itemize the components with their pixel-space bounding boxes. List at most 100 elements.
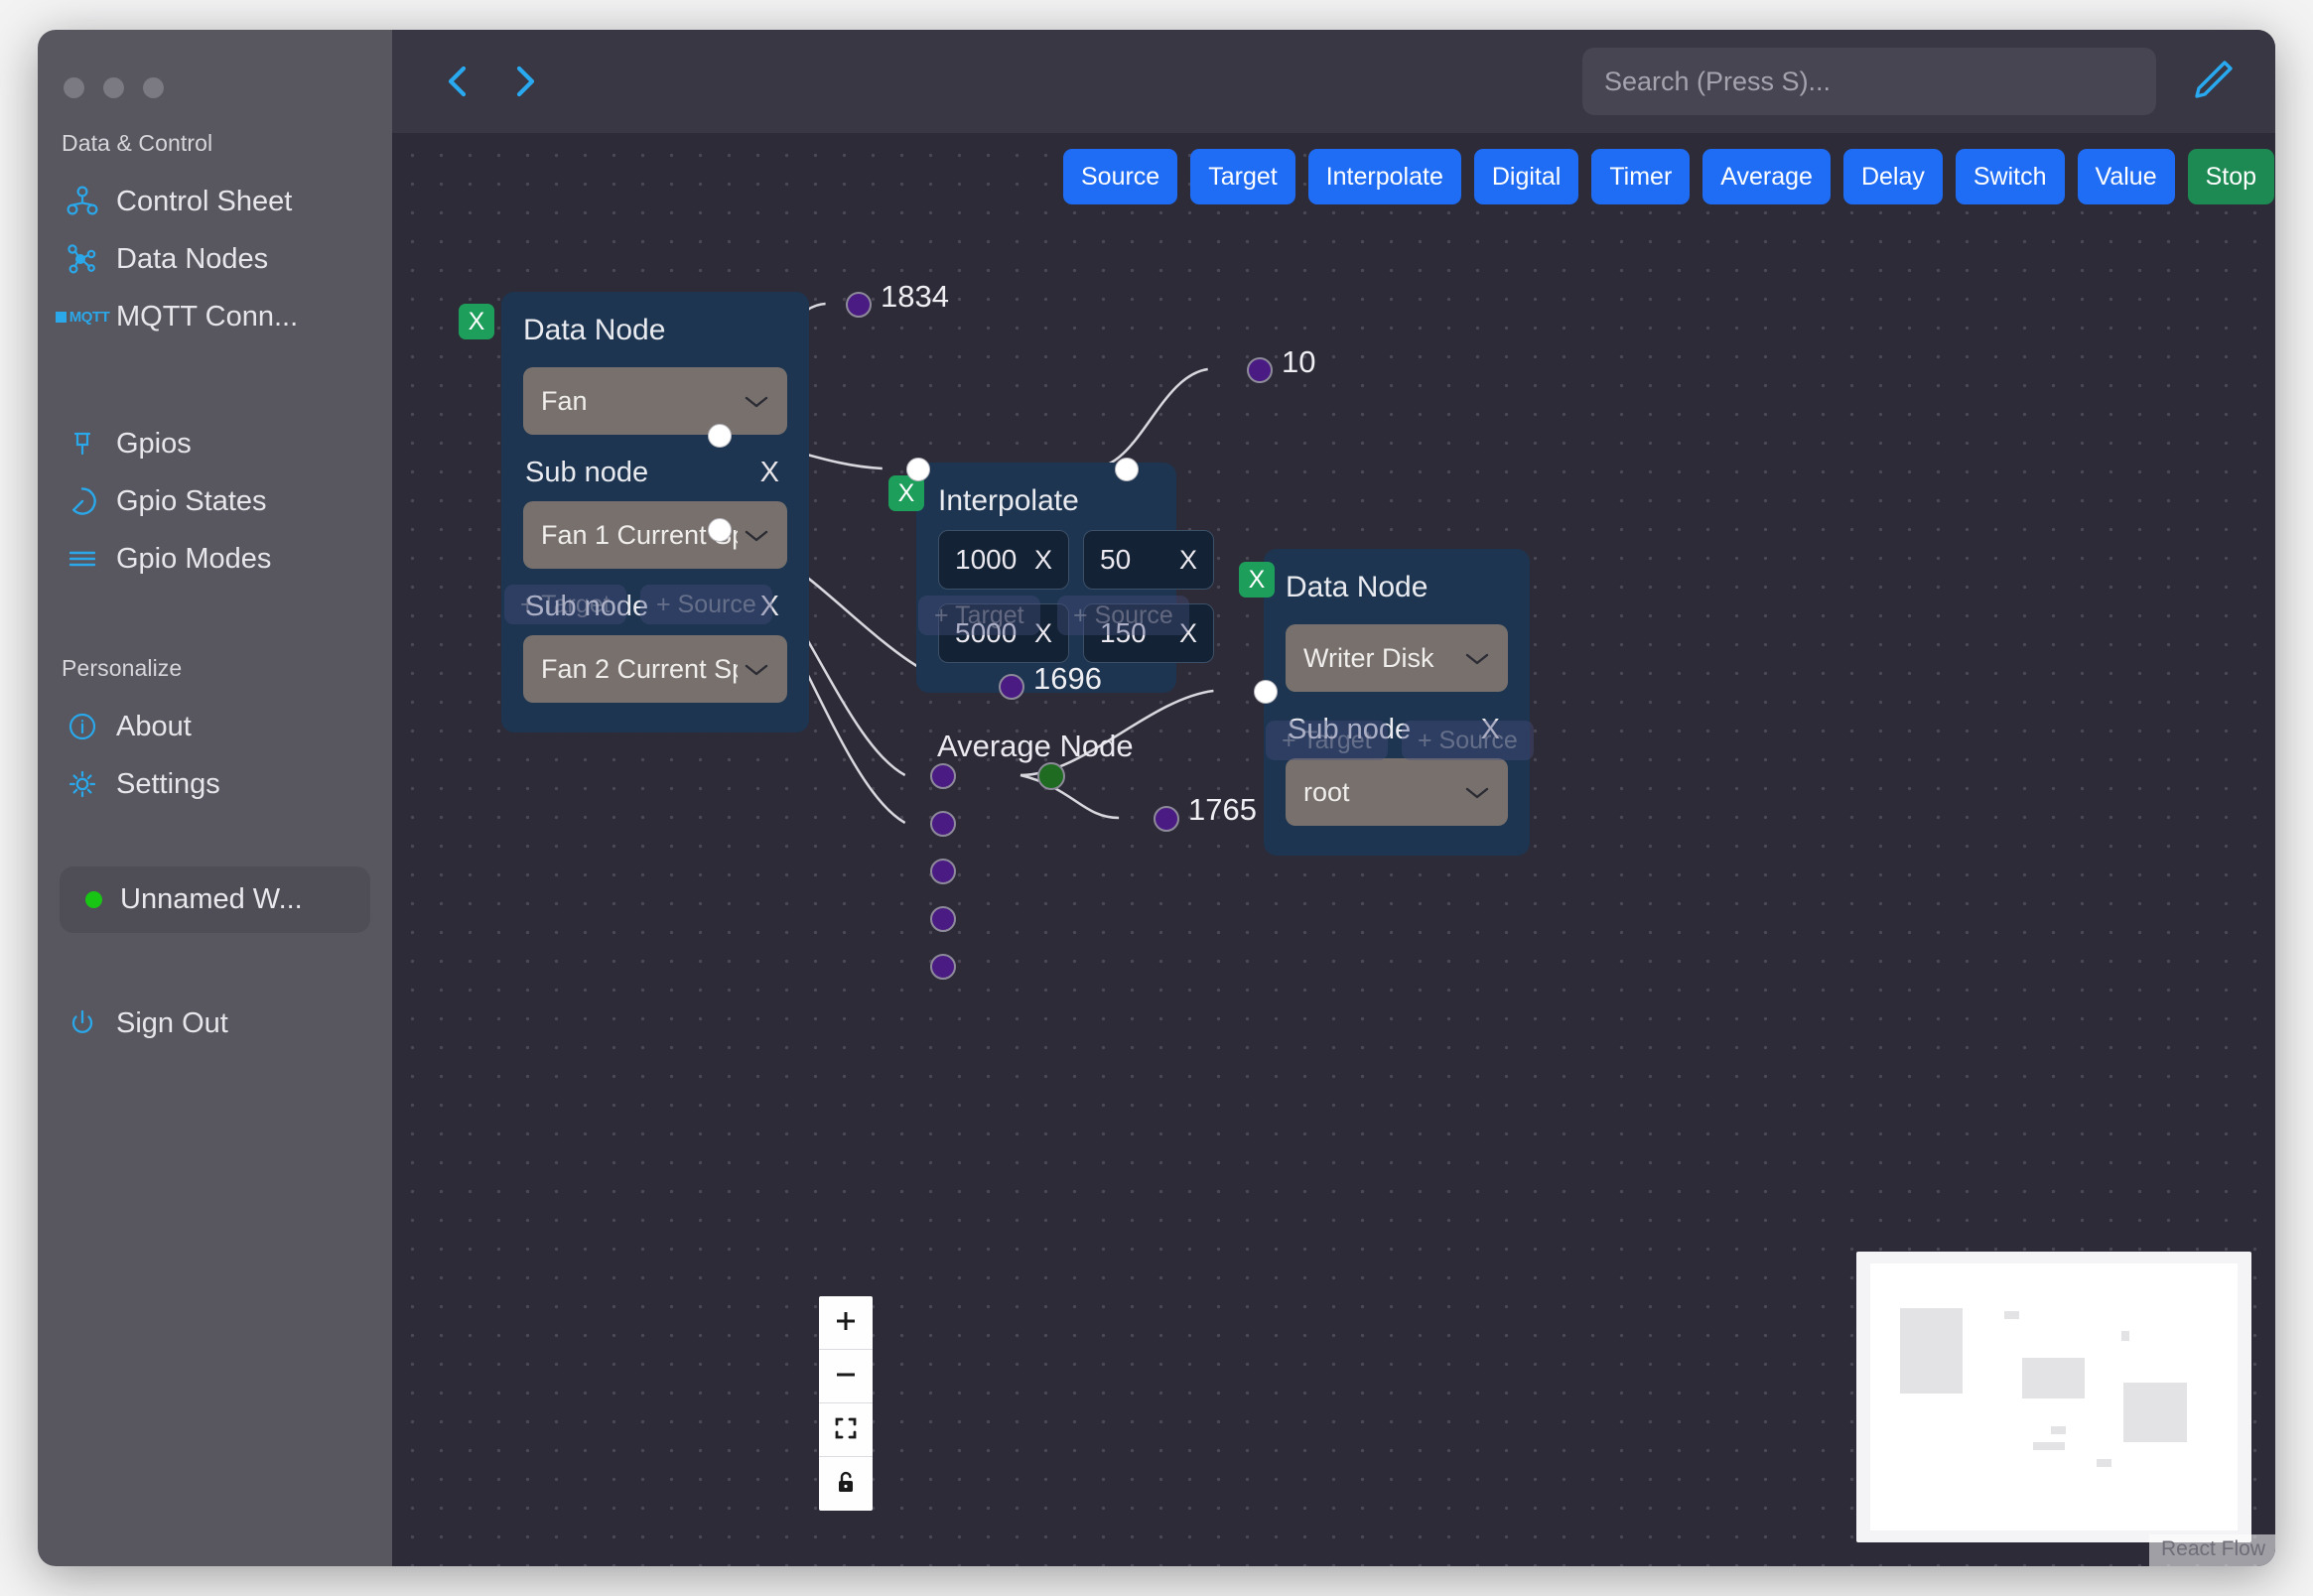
- source-handle-fan1[interactable]: [708, 424, 732, 448]
- minimap-viewport: [1870, 1264, 2238, 1530]
- device-select[interactable]: Fan: [523, 367, 787, 435]
- interpolate-output-value: 50: [1100, 544, 1132, 575]
- minimap[interactable]: [1856, 1252, 2251, 1542]
- sidebar-item-gpio-modes[interactable]: Gpio Modes: [38, 530, 392, 588]
- sidebar-item-label: Settings: [116, 767, 220, 800]
- remove-pair-button[interactable]: X: [1178, 617, 1197, 648]
- window-traffic-lights: [38, 30, 392, 98]
- remove-pair-button[interactable]: X: [1033, 617, 1052, 648]
- remove-pair-button[interactable]: X: [1033, 544, 1052, 575]
- chevron-right-icon[interactable]: [497, 55, 551, 108]
- search-input[interactable]: [1582, 48, 2156, 115]
- sidebar-item-gpios[interactable]: Gpios: [38, 415, 392, 472]
- sidebar-workspace-item[interactable]: Unnamed W...: [60, 866, 370, 933]
- add-target-button[interactable]: + Target: [918, 596, 1040, 635]
- minimap-node: [2051, 1426, 2066, 1434]
- subnode-select-1[interactable]: Fan 1 Current Spe: [523, 501, 787, 569]
- zoom-in-button[interactable]: [819, 1296, 873, 1350]
- subnode-label: Sub node: [525, 457, 649, 488]
- delete-node-badge[interactable]: X: [888, 475, 924, 511]
- average-input-handle-5[interactable]: [930, 954, 956, 980]
- edge-value-label: 10: [1282, 344, 1316, 379]
- pencil-icon[interactable]: [2182, 52, 2242, 111]
- edge-endpoint-handle[interactable]: [1247, 357, 1273, 383]
- data-node-writer-disk[interactable]: Data Node Writer Disk Sub node X root: [1264, 549, 1530, 856]
- add-value-node-button[interactable]: Value: [2077, 149, 2175, 204]
- react-flow-attribution[interactable]: React Flow: [2148, 1534, 2275, 1566]
- search-area: [1582, 48, 2242, 115]
- minimap-node: [2123, 1383, 2187, 1442]
- subnode-select-1[interactable]: root: [1286, 758, 1508, 826]
- chevron-down-icon: [744, 386, 769, 417]
- remove-subnode-button[interactable]: X: [1480, 714, 1500, 745]
- add-source-button[interactable]: + Source: [640, 585, 772, 624]
- remove-subnode-button[interactable]: X: [759, 457, 779, 488]
- node-network-icon: [66, 185, 99, 218]
- add-source-button[interactable]: + Source: [1057, 596, 1189, 635]
- subnode-select-2[interactable]: Fan 2 Current Spe: [523, 635, 787, 703]
- data-node-fan[interactable]: Data Node Fan Sub node X Fan 1 Current S…: [501, 292, 809, 732]
- device-select[interactable]: Writer Disk: [1286, 624, 1508, 692]
- add-interpolate-node-button[interactable]: Interpolate: [1307, 149, 1461, 204]
- average-input-handle-2[interactable]: [930, 811, 956, 837]
- sidebar-item-control-sheet[interactable]: Control Sheet: [38, 173, 392, 230]
- average-node-title: Average Node: [937, 729, 1134, 763]
- edge-endpoint-handle[interactable]: [1154, 806, 1179, 832]
- close-button[interactable]: [64, 77, 84, 98]
- average-output-handle[interactable]: [1037, 762, 1065, 790]
- sidebar-section-data-control: Data & Control: [62, 130, 213, 156]
- source-handle-interpolate[interactable]: [1115, 458, 1139, 481]
- interpolate-input-1[interactable]: 1000 X: [938, 530, 1069, 590]
- fit-view-button[interactable]: [819, 1403, 873, 1457]
- add-source-button[interactable]: + Source: [1402, 721, 1534, 760]
- subnode-label: Sub node: [525, 591, 649, 622]
- sidebar-item-label: Data Nodes: [116, 242, 269, 275]
- delete-node-badge[interactable]: X: [1239, 562, 1275, 598]
- edge-endpoint-handle[interactable]: [999, 674, 1024, 700]
- workspace-status-dot: [85, 891, 102, 908]
- add-delay-node-button[interactable]: Delay: [1842, 149, 1943, 204]
- add-target-node-button[interactable]: Target: [1190, 149, 1295, 204]
- sidebar-item-mqtt-connections[interactable]: MQTT MQTT Conn...: [38, 288, 392, 345]
- pin-icon: [66, 427, 99, 461]
- source-handle-fan2[interactable]: [708, 518, 732, 542]
- node-title: Data Node: [1286, 571, 1429, 603]
- target-handle-interpolate[interactable]: [906, 458, 930, 481]
- sidebar-item-settings[interactable]: Settings: [38, 755, 392, 813]
- sidebar-item-about[interactable]: About: [38, 698, 392, 755]
- average-input-handle-4[interactable]: [930, 906, 956, 932]
- zoom-out-button[interactable]: [819, 1350, 873, 1403]
- interpolate-node[interactable]: Interpolate 1000 X 50 X 5000 X: [916, 463, 1214, 693]
- zoom-button[interactable]: [143, 77, 164, 98]
- flow-canvas[interactable]: Source Target Interpolate Digital Timer …: [392, 133, 2275, 1566]
- sidebar-item-sign-out[interactable]: Sign Out: [38, 995, 392, 1052]
- interpolate-output-value: 150: [1100, 617, 1147, 648]
- remove-pair-button[interactable]: X: [1178, 544, 1197, 575]
- minimize-button[interactable]: [103, 77, 124, 98]
- target-handle-writer-disk[interactable]: [1254, 680, 1278, 704]
- lock-button[interactable]: [819, 1457, 873, 1511]
- add-switch-node-button[interactable]: Switch: [1955, 149, 2065, 204]
- subnode-header: Sub node X: [525, 457, 785, 489]
- interpolate-output-1[interactable]: 50 X: [1083, 530, 1214, 590]
- interpolate-output-2[interactable]: 150 X: [1083, 603, 1214, 663]
- add-target-button[interactable]: + Target: [504, 585, 626, 624]
- delete-node-badge[interactable]: X: [459, 304, 494, 339]
- add-source-node-button[interactable]: Source: [1063, 149, 1178, 204]
- edge-endpoint-handle[interactable]: [846, 292, 872, 318]
- add-target-button[interactable]: + Target: [1266, 721, 1388, 760]
- sidebar-item-data-nodes[interactable]: Data Nodes: [38, 230, 392, 288]
- chevron-left-icon[interactable]: [432, 55, 485, 108]
- edge-value-label: 1834: [881, 279, 949, 314]
- add-timer-node-button[interactable]: Timer: [1591, 149, 1691, 204]
- average-input-handle-3[interactable]: [930, 859, 956, 884]
- sidebar-item-label: Gpio Modes: [116, 542, 272, 575]
- subnode-select-value: root: [1303, 776, 1350, 807]
- add-digital-node-button[interactable]: Digital: [1473, 149, 1579, 204]
- edge-value-label: 1765: [1188, 792, 1257, 827]
- stop-button[interactable]: Stop: [2187, 149, 2275, 204]
- average-input-handle-1[interactable]: [930, 763, 956, 789]
- sidebar-item-gpio-states[interactable]: Gpio States: [38, 472, 392, 530]
- sidebar-spacer: [38, 933, 392, 995]
- add-average-node-button[interactable]: Average: [1702, 149, 1831, 204]
